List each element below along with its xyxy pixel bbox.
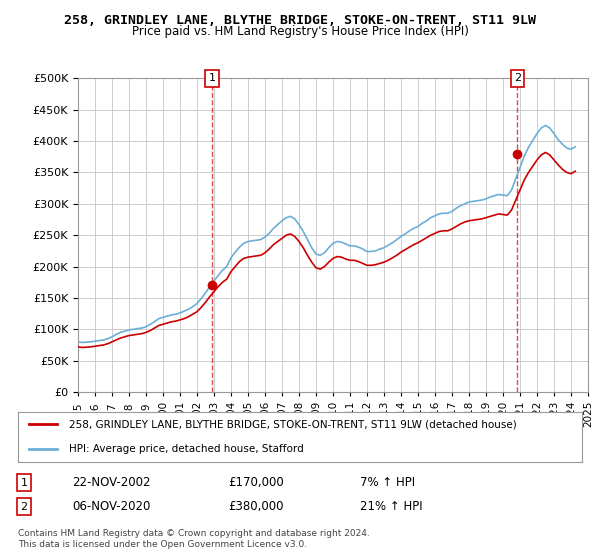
Text: £380,000: £380,000 — [228, 500, 284, 514]
Text: 1: 1 — [20, 478, 28, 488]
Text: 2: 2 — [514, 73, 521, 83]
Text: Price paid vs. HM Land Registry's House Price Index (HPI): Price paid vs. HM Land Registry's House … — [131, 25, 469, 38]
Text: HPI: Average price, detached house, Stafford: HPI: Average price, detached house, Staf… — [69, 445, 304, 454]
Text: 22-NOV-2002: 22-NOV-2002 — [72, 476, 151, 489]
Text: 1: 1 — [209, 73, 216, 83]
Text: 2: 2 — [20, 502, 28, 512]
Text: £170,000: £170,000 — [228, 476, 284, 489]
Text: 258, GRINDLEY LANE, BLYTHE BRIDGE, STOKE-ON-TRENT, ST11 9LW: 258, GRINDLEY LANE, BLYTHE BRIDGE, STOKE… — [64, 14, 536, 27]
Text: 21% ↑ HPI: 21% ↑ HPI — [360, 500, 422, 514]
Text: 258, GRINDLEY LANE, BLYTHE BRIDGE, STOKE-ON-TRENT, ST11 9LW (detached house): 258, GRINDLEY LANE, BLYTHE BRIDGE, STOKE… — [69, 419, 517, 429]
Text: 7% ↑ HPI: 7% ↑ HPI — [360, 476, 415, 489]
Text: 06-NOV-2020: 06-NOV-2020 — [72, 500, 151, 514]
Text: Contains HM Land Registry data © Crown copyright and database right 2024.
This d: Contains HM Land Registry data © Crown c… — [18, 529, 370, 549]
